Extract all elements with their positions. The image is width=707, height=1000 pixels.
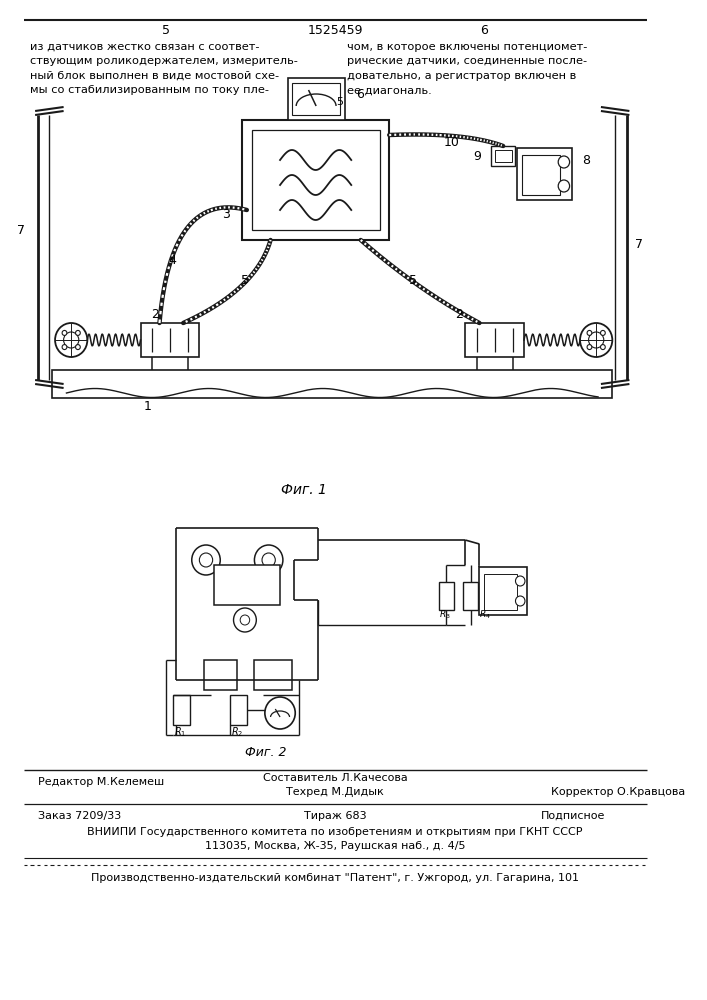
Text: Фиг. 1: Фиг. 1 <box>281 483 327 497</box>
Circle shape <box>255 545 283 575</box>
Circle shape <box>240 615 250 625</box>
Bar <box>522 155 560 195</box>
Bar <box>518 148 573 200</box>
Bar <box>242 120 390 240</box>
Circle shape <box>589 332 604 348</box>
Bar <box>255 660 293 690</box>
Text: 8: 8 <box>582 153 590 166</box>
Text: Производственно-издательский комбинат "Патент", г. Ужгород, ул. Гагарина, 101: Производственно-издательский комбинат "П… <box>91 873 579 883</box>
Text: 5: 5 <box>409 273 417 286</box>
Text: 2: 2 <box>151 308 158 320</box>
Circle shape <box>559 180 570 192</box>
Text: 5: 5 <box>162 24 170 37</box>
Text: Составитель Л.Качесова: Составитель Л.Качесова <box>263 773 407 783</box>
Bar <box>252 130 380 230</box>
Bar <box>173 695 190 725</box>
Text: 1: 1 <box>144 399 151 412</box>
Circle shape <box>600 345 605 350</box>
Circle shape <box>515 576 525 586</box>
Text: 5: 5 <box>241 273 249 286</box>
Text: $R_4$: $R_4$ <box>479 609 491 621</box>
Text: из датчиков жестко связан с соответ-
ствующим роликодержателем, измеритель-
ный : из датчиков жестко связан с соответ- ств… <box>30 42 298 95</box>
Text: ВНИИПИ Государственного комитета по изобретениям и открытиям при ГКНТ СССР: ВНИИПИ Государственного комитета по изоб… <box>88 827 583 837</box>
Circle shape <box>587 345 592 350</box>
Text: 5: 5 <box>337 97 344 107</box>
Bar <box>479 567 527 615</box>
Text: Редактор М.Келемеш: Редактор М.Келемеш <box>38 777 164 787</box>
Text: 113035, Москва, Ж-35, Раушская наб., д. 4/5: 113035, Москва, Ж-35, Раушская наб., д. … <box>205 841 465 851</box>
Text: Заказ 7209/33: Заказ 7209/33 <box>38 811 121 821</box>
Text: 3: 3 <box>222 209 230 222</box>
Text: Тираж 683: Тираж 683 <box>304 811 366 821</box>
Circle shape <box>580 323 612 357</box>
Text: 10: 10 <box>444 135 460 148</box>
Bar <box>204 660 238 690</box>
Circle shape <box>55 323 88 357</box>
Text: $R_3$: $R_3$ <box>438 609 450 621</box>
Text: чом, в которое включены потенциомет-
рические датчики, соединенные после-
довате: чом, в которое включены потенциомет- рич… <box>346 42 587 95</box>
Circle shape <box>76 330 81 335</box>
Text: 1525459: 1525459 <box>308 24 363 37</box>
Circle shape <box>62 330 67 335</box>
Circle shape <box>199 553 213 567</box>
Circle shape <box>262 553 275 567</box>
Circle shape <box>587 330 592 335</box>
Text: $R_2$: $R_2$ <box>230 725 243 739</box>
Circle shape <box>600 330 605 335</box>
Circle shape <box>64 332 78 348</box>
Circle shape <box>233 608 257 632</box>
Text: Фиг. 2: Фиг. 2 <box>245 746 286 758</box>
Circle shape <box>515 596 525 606</box>
Bar <box>465 323 524 357</box>
Text: 9: 9 <box>474 149 481 162</box>
Circle shape <box>265 697 296 729</box>
Text: 6: 6 <box>356 88 364 101</box>
Text: Подписное: Подписное <box>541 811 605 821</box>
Bar <box>484 574 518 610</box>
Circle shape <box>192 545 221 575</box>
Bar <box>141 323 199 357</box>
Text: 7: 7 <box>635 238 643 251</box>
Bar <box>463 582 479 610</box>
Text: Техред М.Дидык: Техред М.Дидык <box>286 787 384 797</box>
Text: Корректор О.Кравцова: Корректор О.Кравцова <box>551 787 685 797</box>
Text: 7: 7 <box>17 224 25 236</box>
Bar <box>491 146 515 166</box>
Text: 6: 6 <box>480 24 488 37</box>
Text: 4: 4 <box>169 253 177 266</box>
Bar <box>438 582 454 610</box>
Text: 2: 2 <box>455 308 463 320</box>
Bar <box>52 370 612 398</box>
Bar <box>293 83 340 115</box>
Bar <box>214 565 280 605</box>
Bar <box>230 695 247 725</box>
Circle shape <box>62 345 67 350</box>
Bar <box>288 78 344 120</box>
Bar <box>495 150 512 162</box>
Circle shape <box>559 156 570 168</box>
Text: $R_1$: $R_1$ <box>174 725 186 739</box>
Circle shape <box>76 345 81 350</box>
